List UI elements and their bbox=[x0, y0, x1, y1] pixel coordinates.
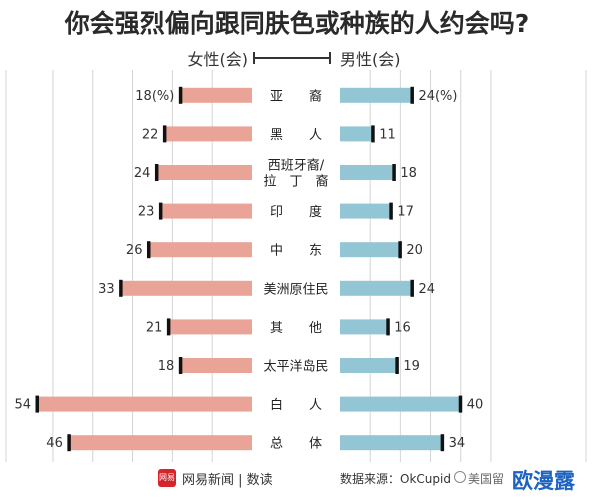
category-label: 中 东 bbox=[270, 244, 322, 259]
category-label: 其 他 bbox=[270, 321, 322, 336]
value-label-female: 21 bbox=[146, 320, 163, 335]
bar-male-marker bbox=[398, 241, 402, 259]
bar-male bbox=[340, 396, 461, 412]
category-label: 总 体 bbox=[270, 437, 322, 452]
bar-male bbox=[340, 203, 392, 219]
bar-female-marker bbox=[178, 86, 183, 104]
wechat-icon bbox=[454, 471, 466, 483]
bar-female-marker bbox=[162, 125, 167, 143]
value-label-female: 46 bbox=[46, 436, 63, 451]
value-label-female: 23 bbox=[138, 205, 155, 220]
bar-female-marker bbox=[158, 202, 163, 220]
value-label-male: 19 bbox=[403, 359, 420, 374]
watermark-small: 美国留 bbox=[468, 472, 505, 486]
brand-logo: 网易 bbox=[158, 469, 176, 487]
bar-female-marker bbox=[166, 318, 171, 336]
value-label-male: 24(%) bbox=[418, 89, 457, 104]
bar-male-marker bbox=[386, 318, 390, 336]
legend: 女性(会) 男性(会) bbox=[0, 44, 594, 70]
bar-male-marker bbox=[410, 279, 414, 297]
chart-title: 你会强烈偏向跟同肤色或种族的人约会吗? bbox=[64, 9, 530, 38]
bar-male-marker bbox=[395, 357, 399, 374]
bar-female bbox=[120, 280, 252, 296]
bar-female-marker bbox=[146, 241, 151, 259]
bar-female-marker bbox=[154, 164, 159, 181]
bar-female-marker bbox=[178, 357, 183, 374]
bar-male-marker bbox=[440, 434, 445, 452]
bar-female bbox=[168, 319, 252, 335]
legend-female: 女性(会) bbox=[187, 50, 249, 69]
value-label-male: 16 bbox=[394, 320, 411, 335]
bar-female-marker bbox=[119, 279, 123, 297]
bar-female-marker bbox=[35, 395, 39, 413]
bar-male-marker bbox=[392, 164, 396, 181]
category-label: 拉 丁 裔 bbox=[263, 174, 328, 190]
bar-female bbox=[37, 396, 252, 412]
bar-female bbox=[148, 242, 252, 258]
value-label-male: 40 bbox=[467, 398, 484, 413]
data-source: 数据来源：OkCupid bbox=[340, 472, 451, 486]
value-label-male: 17 bbox=[397, 205, 414, 220]
category-label: 美洲原住民 bbox=[263, 282, 328, 297]
bar-female bbox=[156, 165, 252, 180]
value-label-female: 22 bbox=[142, 127, 159, 142]
bar-female bbox=[180, 358, 252, 373]
category-label: 印 度 bbox=[270, 204, 322, 220]
category-label: 太平洋岛民 bbox=[263, 359, 328, 375]
bar-female bbox=[164, 126, 252, 142]
bar-male bbox=[340, 280, 413, 296]
bar-male bbox=[340, 319, 389, 335]
bar-male-marker bbox=[458, 395, 463, 413]
value-label-male: 20 bbox=[406, 243, 423, 258]
value-label-female: 18 bbox=[158, 359, 175, 374]
legend-male: 男性(会) bbox=[340, 50, 401, 69]
value-label-male: 24 bbox=[418, 282, 435, 297]
category-label: 黑 人 bbox=[270, 128, 322, 143]
legend-divider-line bbox=[253, 52, 331, 64]
bar-male bbox=[340, 126, 374, 142]
bar-male bbox=[340, 435, 443, 451]
value-label-female: 24 bbox=[134, 166, 151, 181]
category-label: 亚 裔 bbox=[270, 88, 322, 104]
bar-female bbox=[180, 87, 252, 103]
value-label-male: 11 bbox=[379, 127, 396, 142]
bar-male bbox=[340, 165, 395, 180]
bar-male-marker bbox=[371, 125, 375, 143]
value-label-male: 34 bbox=[449, 436, 466, 451]
category-label: 白 人 bbox=[270, 397, 322, 413]
bar-male-marker bbox=[389, 202, 393, 220]
bar-male bbox=[340, 242, 401, 258]
bar-male bbox=[340, 87, 413, 103]
category-label: 西班牙裔/ bbox=[268, 158, 325, 174]
value-label-female: 33 bbox=[98, 282, 115, 297]
bar-female bbox=[68, 435, 252, 451]
value-label-female: 18(%) bbox=[135, 89, 174, 104]
bar-female bbox=[160, 203, 252, 219]
butterfly-bar-chart: 18(%) 24(%) 亚 裔 22 11 黑 人 24 18 西班牙裔/拉 丁 裔 23 17 印 … bbox=[5, 70, 587, 462]
brand-name: 网易新闻 | 数读 bbox=[182, 473, 273, 488]
bar-male bbox=[340, 358, 398, 373]
value-label-male: 18 bbox=[400, 166, 417, 181]
footer: 网易 网易新闻 | 数读 数据来源：OkCupid 美国留 欧漫露 bbox=[0, 462, 594, 502]
value-label-female: 26 bbox=[126, 243, 143, 258]
bar-female-marker bbox=[67, 434, 71, 452]
value-label-female: 54 bbox=[14, 398, 31, 413]
watermark: 欧漫露 bbox=[512, 469, 575, 493]
bar-male-marker bbox=[410, 86, 414, 104]
